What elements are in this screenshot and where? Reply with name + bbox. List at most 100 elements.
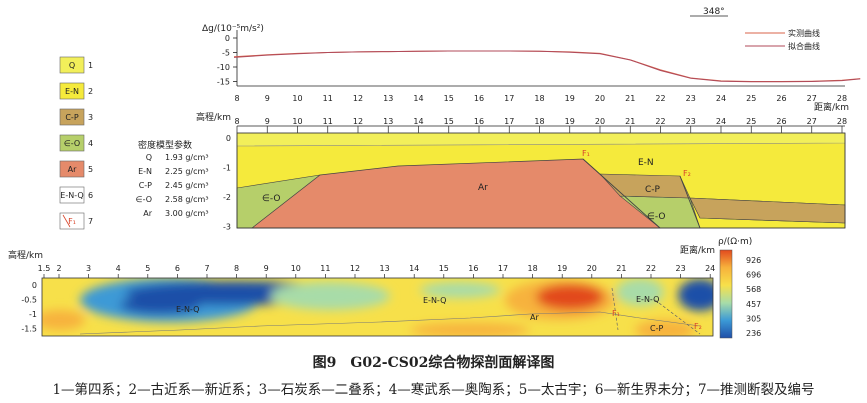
res-x-tick-label: 16: [468, 264, 478, 273]
model-y-tick-label: 0: [226, 134, 231, 143]
model-label-eo-left: ∈-O: [262, 194, 280, 204]
res-boundary-line: [79, 311, 701, 335]
gravity-x-tick-label: 20: [595, 94, 605, 103]
res-x-tick-label: 5: [145, 264, 150, 273]
legend-item: E-N 2: [59, 82, 93, 100]
res-x-tick-label: 6: [175, 264, 180, 273]
model-x-tick-label: 18: [534, 117, 544, 126]
res-x-tick-label: 17: [498, 264, 508, 273]
gravity-x-tick-label: 24: [716, 94, 726, 103]
gravity-y-tick-label: -15: [217, 78, 230, 87]
legend-symbol: Q: [69, 61, 75, 70]
density-value: 2.45 g/cm³: [165, 181, 209, 190]
density-value: 2.25 g/cm³: [165, 167, 209, 176]
density-unit: E-N: [138, 167, 152, 176]
model-y-tick-label: -3: [223, 223, 231, 232]
res-x-tick-label: 8: [234, 264, 239, 273]
legend-swatch: [59, 186, 85, 204]
res-x-tick-label: 23: [676, 264, 686, 273]
res-label-cp: C-P: [650, 324, 663, 333]
gravity-x-tick-label: 17: [504, 94, 514, 103]
model-x-tick-label: 16: [474, 117, 484, 126]
gravity-x-tick-label: 13: [383, 94, 393, 103]
model-x-tick-label: 21: [625, 117, 635, 126]
model-label-cp: C-P: [645, 185, 661, 195]
res-blob: [616, 278, 664, 306]
gravity-x-tick-label: 28: [837, 94, 847, 103]
gravity-x-tick-label: 27: [807, 94, 817, 103]
density-value: 2.58 g/cm³: [165, 195, 209, 204]
model-x-tick-label: 20: [595, 117, 605, 126]
gravity-x-tick-label: 22: [655, 94, 665, 103]
res-fault-f2: [654, 299, 701, 335]
gravity-y-ticks: 0 -5 -10 -15: [217, 34, 237, 87]
res-blob: [678, 279, 713, 311]
res-label-f2: F₂: [694, 322, 702, 331]
legend-item: E-N-Q 6: [59, 186, 93, 204]
model-y-tick-label: -2: [223, 193, 231, 202]
gravity-x-tick-label: 23: [686, 94, 696, 103]
legend-swatch: [59, 108, 85, 126]
unit-legend: Q 1E-N 2C-P 3∈-O 4Ar 5E-N-Q 6F₁ 7: [59, 56, 93, 230]
res-blob: [420, 282, 500, 298]
res-x-tick-label: 24: [705, 264, 715, 273]
legend-item: C-P 3: [59, 108, 93, 126]
density-rows: Q 1.93 g/cm³ E-N 2.25 g/cm³ C-P 2.45 g/cm³ ∈-O…: [136, 153, 209, 218]
model-label-eo-right: ∈-O: [647, 212, 665, 222]
gravity-series-line: [233, 50, 861, 82]
res-fault-f1: [611, 287, 619, 331]
legend-symbol: E-N-Q: [60, 191, 83, 200]
res-x-tick-label: 9: [264, 264, 269, 273]
model-x-tick-label: 11: [323, 117, 333, 126]
model-x-tick-label: 15: [444, 117, 454, 126]
legend-number: 3: [88, 113, 93, 122]
model-label-f2: F₂: [683, 169, 691, 178]
res-x-ticks: 1.5 2 3 4 5 6 7 8 9 10 11 12 13 14 15 16 17 18 19 20 21 22 23 2…: [38, 264, 715, 278]
legend-symbol: E-N: [65, 87, 79, 96]
fault-f1-line: [582, 158, 661, 229]
legend-number: 2: [88, 87, 93, 96]
model-ylabel: 高程/km: [196, 111, 231, 123]
gravity-x-tick-label: 21: [625, 94, 635, 103]
legend-item: ∈-O 4: [59, 134, 93, 152]
legend-fitted-label: 拟合曲线: [788, 41, 820, 51]
model-x-tick-label: 17: [504, 117, 514, 126]
model-x-tick-label: 27: [807, 117, 817, 126]
model-x-tick-label: 9: [265, 117, 270, 126]
gravity-x-tick-label: 15: [444, 94, 454, 103]
azimuth-annotation: 348°: [703, 7, 725, 17]
model-x-tick-label: 10: [292, 117, 302, 126]
res-y-tick-label: -1.5: [21, 325, 37, 334]
model-x-tick-label: 8: [234, 117, 239, 126]
res-x-tick-label: 15: [439, 264, 449, 273]
res-x-tick-label: 12: [350, 264, 360, 273]
density-title: 密度模型参数: [138, 139, 192, 151]
res-colorbar-ticks: 926 696 568 457 305 236: [746, 256, 761, 338]
density-unit: C-P: [139, 181, 152, 190]
legend-number: 5: [88, 165, 93, 174]
legend-swatch: [59, 160, 85, 178]
gravity-series: [233, 50, 861, 83]
gravity-ylabel: Δg/(10⁻⁵m/s²): [202, 24, 264, 34]
fault-f2-line: [679, 175, 701, 229]
res-x-tick-label: 18: [528, 264, 538, 273]
legend-measured-label: 实测曲线: [788, 28, 820, 38]
legend-swatch: [59, 212, 85, 230]
density-unit: ∈-O: [136, 195, 152, 204]
model-x-tick-label: 13: [383, 117, 393, 126]
gravity-x-tick-label: 25: [746, 94, 756, 103]
model-x-tick-label: 24: [716, 117, 726, 126]
legend-symbol: ∈-O: [64, 139, 80, 148]
resistivity-panel: 高程/km 距离/km ρ/(Ω·m) 1.5 2 3 4 5 6 7 8 9 10 11 12 13 1…: [8, 237, 761, 339]
res-x-tick-label: 21: [616, 264, 626, 273]
gravity-x-tick-label: 9: [265, 94, 270, 103]
res-x-tick-label: 2: [56, 264, 61, 273]
model-xlabel: 距离/km: [814, 101, 849, 113]
gravity-x-tick-label: 10: [292, 94, 302, 103]
res-x-tick-label: 7: [204, 264, 209, 273]
res-x-tick-label: 4: [116, 264, 121, 273]
model-label-ar: Ar: [478, 183, 488, 193]
res-x-tick-label: 10: [291, 264, 301, 273]
res-xlabel: 距离/km: [680, 244, 715, 256]
